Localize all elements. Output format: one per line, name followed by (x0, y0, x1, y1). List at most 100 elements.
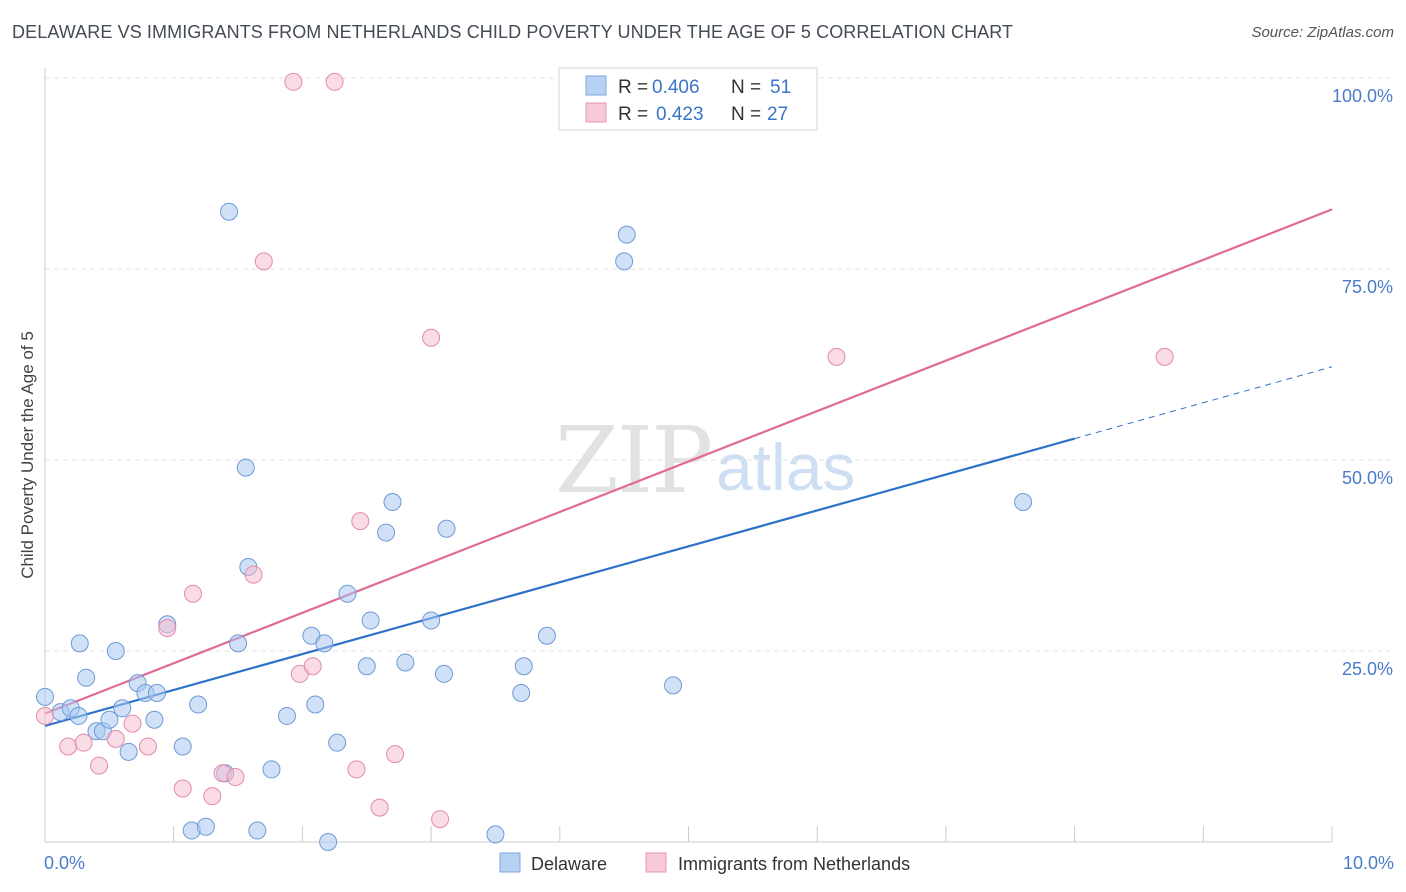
netherlands-point-1 (59, 737, 78, 756)
trend-line-delaware (44, 437, 1075, 727)
delaware-point-26 (248, 821, 267, 840)
netherlands-point-21 (370, 798, 389, 817)
delaware-point-41 (434, 664, 453, 683)
netherlands-point-26 (1155, 347, 1174, 366)
trend-lines (44, 208, 1333, 727)
netherlands-point-2 (74, 733, 93, 752)
source-credit: Source: ZipAtlas.com (1251, 24, 1394, 41)
delaware-point-14 (145, 710, 164, 729)
delaware-point-9 (106, 642, 125, 660)
x-tick-label-max: 10.0% (1343, 853, 1394, 873)
delaware-point-37 (377, 523, 396, 542)
delaware-point-44 (512, 684, 531, 703)
delaware-point-46 (537, 626, 556, 645)
y-tick-label-75: 75.0% (1342, 277, 1393, 297)
netherlands-point-22 (386, 745, 405, 764)
delaware-point-20 (196, 817, 215, 836)
delaware-point-50 (1014, 493, 1033, 512)
x-ticks (173, 826, 1333, 842)
legend-r-label-delaware: R = (618, 77, 648, 98)
netherlands-point-19 (347, 760, 366, 779)
delaware-point-17 (173, 737, 192, 756)
delaware-point-38 (383, 493, 402, 512)
legend-r-value-netherlands: 0.423 (656, 104, 704, 125)
delaware-point-32 (319, 833, 338, 851)
bottom-legend-label-netherlands: Immigrants from Netherlands (678, 854, 910, 874)
netherlands-point-23 (422, 328, 441, 347)
delaware-point-39 (396, 653, 415, 672)
delaware-point-19 (189, 695, 208, 714)
netherlands-point-0 (36, 706, 54, 725)
netherlands-point-18 (325, 72, 344, 91)
bottom-legend-swatch-delaware (499, 852, 521, 873)
legend-r-value-delaware: 0.406 (652, 77, 700, 98)
delaware-point-30 (306, 695, 325, 714)
netherlands-point-9 (184, 584, 203, 603)
netherlands-point-7 (158, 619, 177, 638)
bottom-legend: Delaware Immigrants from Netherlands (499, 852, 910, 874)
netherlands-point-12 (226, 768, 245, 787)
delaware-point-24 (236, 458, 255, 477)
y-tick-label-25: 25.0% (1342, 659, 1393, 679)
netherlands-point-20 (351, 512, 370, 531)
x-tick-label-min: 0.0% (44, 853, 85, 873)
netherlands-point-3 (90, 756, 109, 775)
legend-swatch-delaware (585, 75, 607, 96)
watermark-atlas: atlas (716, 430, 855, 504)
delaware-points (36, 202, 1033, 851)
delaware-point-47 (615, 252, 634, 271)
delaware-point-10 (113, 699, 132, 718)
trend-line-netherlands (44, 208, 1333, 715)
delaware-point-4 (70, 634, 89, 653)
delaware-point-27 (262, 760, 281, 779)
delaware-point-0 (36, 687, 54, 706)
delaware-point-3 (69, 706, 88, 725)
delaware-point-45 (514, 657, 533, 676)
netherlands-point-4 (106, 729, 125, 748)
delaware-point-28 (277, 706, 296, 725)
netherlands-point-17 (303, 657, 322, 676)
legend-n-label-netherlands: N = (731, 104, 761, 125)
legend: R = 0.406 N = 51 R = 0.423 N = 27 (558, 67, 818, 131)
netherlands-point-13 (244, 565, 263, 584)
netherlands-point-10 (203, 787, 222, 806)
y-tick-labels: 25.0% 50.0% 75.0% 100.0% (1332, 86, 1393, 679)
delaware-point-48 (617, 225, 636, 244)
delaware-point-43 (486, 825, 505, 844)
netherlands-point-15 (284, 72, 303, 91)
delaware-point-23 (229, 634, 248, 653)
bottom-legend-label-delaware: Delaware (531, 854, 607, 874)
legend-r-label-netherlands: R = (618, 104, 648, 125)
legend-n-label-delaware: N = (731, 77, 761, 98)
netherlands-point-14 (254, 252, 273, 271)
netherlands-point-6 (138, 737, 157, 756)
trend-line-delaware-extension (1074, 366, 1333, 440)
delaware-point-5 (77, 668, 96, 687)
delaware-point-35 (357, 657, 376, 676)
delaware-point-42 (437, 519, 456, 538)
delaware-point-15 (147, 684, 166, 703)
delaware-point-36 (361, 611, 380, 630)
delaware-point-8 (100, 710, 119, 729)
delaware-point-33 (328, 733, 347, 752)
legend-n-value-delaware: 51 (770, 77, 791, 98)
y-tick-label-100: 100.0% (1332, 86, 1393, 106)
delaware-point-22 (220, 202, 239, 221)
netherlands-points (36, 72, 1174, 829)
delaware-point-11 (119, 742, 138, 761)
legend-n-value-netherlands: 27 (767, 104, 788, 125)
delaware-point-49 (664, 676, 683, 695)
y-tick-label-50: 50.0% (1342, 468, 1393, 488)
netherlands-point-8 (173, 779, 192, 798)
delaware-point-34 (338, 584, 357, 603)
bottom-legend-swatch-netherlands (645, 852, 667, 873)
netherlands-point-5 (123, 714, 142, 733)
y-axis-label: Child Poverty Under the Age of 5 (18, 331, 37, 579)
legend-swatch-netherlands (585, 102, 607, 123)
delaware-point-31 (315, 634, 334, 653)
chart-title: DELAWARE VS IMMIGRANTS FROM NETHERLANDS … (12, 22, 1014, 42)
netherlands-point-25 (827, 347, 846, 366)
netherlands-point-24 (431, 810, 450, 829)
delaware-point-40 (422, 611, 441, 630)
